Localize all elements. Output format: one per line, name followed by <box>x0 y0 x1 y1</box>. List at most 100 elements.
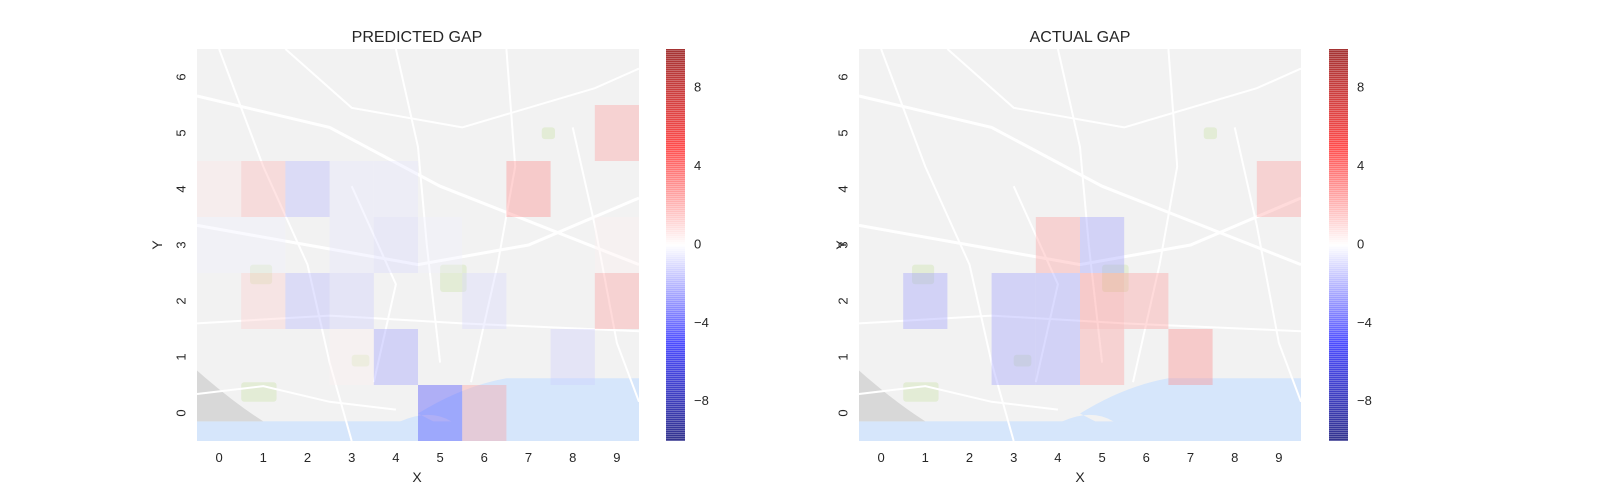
heatmap-cell <box>594 217 639 273</box>
colorbar-tick-label: −8 <box>694 393 709 408</box>
heatmap-cell <box>241 161 286 217</box>
map-road <box>858 196 1302 267</box>
map-background <box>196 48 640 442</box>
y-tick-label: 5 <box>835 129 850 136</box>
map-road <box>880 48 1015 442</box>
chart-title: PREDICTED GAP <box>352 29 483 46</box>
x-axis-label: X <box>1075 469 1085 485</box>
colorbar: 8 4 0 −4 −8 <box>1329 49 1372 441</box>
x-tick-label: 2 <box>966 450 973 465</box>
y-tick-label: 2 <box>173 297 188 304</box>
x-tick-label: 7 <box>1187 450 1194 465</box>
map-road <box>858 94 1302 266</box>
colorbar-tick-label: 0 <box>694 236 701 251</box>
y-axis-label: Y <box>833 240 849 250</box>
heatmap-cell <box>1035 273 1080 329</box>
heatmap-cell <box>506 161 551 217</box>
y-tick-label: 1 <box>173 353 188 360</box>
colorbar-tick-label: 4 <box>1357 158 1364 173</box>
heatmap-cell <box>1124 273 1169 329</box>
map-park <box>351 354 370 367</box>
x-tick-label: 2 <box>304 450 311 465</box>
heatmap-cell <box>462 273 507 329</box>
colorbar-tick-label: 0 <box>1357 236 1364 251</box>
map-road <box>946 48 1302 129</box>
colorbar-texture <box>1329 49 1348 441</box>
colorbar-texture <box>666 49 685 441</box>
heatmap-cell <box>1168 329 1213 385</box>
heatmap-cell <box>329 273 374 329</box>
heatmap-cell <box>1256 161 1301 217</box>
colorbar-tick-label: −4 <box>694 315 709 330</box>
x-tick-label: 9 <box>613 450 620 465</box>
y-tick-label: 6 <box>835 73 850 80</box>
heatmap-cell <box>329 161 374 217</box>
y-tick-label: 6 <box>173 73 188 80</box>
heatmap-cell <box>197 217 242 273</box>
heatmap-cell <box>594 273 639 329</box>
map-park <box>241 382 277 402</box>
y-tick-label: 0 <box>835 409 850 416</box>
heatmap-cell <box>285 161 330 217</box>
y-tick-label: 0 <box>173 409 188 416</box>
map-park <box>1013 354 1032 367</box>
x-tick-label: 4 <box>1054 450 1061 465</box>
heatmap-cell <box>329 329 374 385</box>
map-road <box>1012 185 1059 383</box>
heatmap-cells <box>197 105 639 441</box>
heatmap-cell <box>373 217 418 273</box>
x-tick-label: 5 <box>1098 450 1105 465</box>
map-road <box>196 385 397 411</box>
colorbar-tick-label: −8 <box>1357 393 1372 408</box>
heatmap-cell <box>197 161 242 217</box>
map-park <box>440 264 467 293</box>
heatmap-cell <box>1035 217 1080 273</box>
y-tick-label: 5 <box>173 129 188 136</box>
x-tick-label: 1 <box>260 450 267 465</box>
x-tick-label: 1 <box>922 450 929 465</box>
map-road <box>858 314 1302 333</box>
x-tick-label: 3 <box>1010 450 1017 465</box>
heatmap-cell <box>373 329 418 385</box>
heatmap-cells <box>903 161 1301 385</box>
y-tick-labels: 0 1 2 3 4 5 6 <box>835 73 850 416</box>
map-road <box>196 314 640 333</box>
x-tick-label: 7 <box>525 450 532 465</box>
map-road <box>196 94 640 266</box>
x-tick-label: 0 <box>877 450 884 465</box>
x-tick-label: 8 <box>1231 450 1238 465</box>
colorbar-tick-label: 4 <box>694 158 701 173</box>
x-tick-label: 6 <box>1143 450 1150 465</box>
map-road <box>350 185 397 383</box>
heatmap-cell <box>373 161 418 217</box>
colorbar-tick-label: −4 <box>1357 315 1372 330</box>
y-axis-label: Y <box>149 240 165 250</box>
map-road <box>196 196 640 267</box>
x-tick-label: 4 <box>392 450 399 465</box>
map-park <box>541 127 556 140</box>
heatmap-cell <box>1080 217 1125 273</box>
chart-actual-gap: ACTUAL GAP 0 1 2 3 4 5 6 7 8 9 0 1 2 3 4 5 6 X Y 8 4 0 −4 −… <box>833 29 1372 485</box>
heatmap-cell <box>903 273 948 329</box>
heatmap-cell <box>991 329 1036 385</box>
y-tick-label: 3 <box>835 241 850 248</box>
map-road <box>1233 127 1302 403</box>
heatmap-cell <box>550 329 595 385</box>
map-road <box>571 127 640 403</box>
heatmap-cell <box>1035 329 1080 385</box>
heatmap-cell <box>241 273 286 329</box>
y-tick-labels: 0 1 2 3 4 5 6 <box>173 73 188 416</box>
map-park <box>903 382 939 402</box>
y-tick-label: 2 <box>835 297 850 304</box>
map-road <box>284 48 640 129</box>
x-tick-labels: 0 1 2 3 4 5 6 7 8 9 <box>877 450 1282 465</box>
colorbar-tick-label: 8 <box>694 80 701 95</box>
colorbar: 8 4 0 −4 −8 <box>666 49 709 441</box>
x-axis-label: X <box>412 469 422 485</box>
heatmap-cell <box>241 217 286 273</box>
map-background <box>858 48 1302 442</box>
y-tick-label: 1 <box>835 353 850 360</box>
x-tick-labels: 0 1 2 3 4 5 6 7 8 9 <box>215 450 620 465</box>
map-hill <box>197 370 264 422</box>
